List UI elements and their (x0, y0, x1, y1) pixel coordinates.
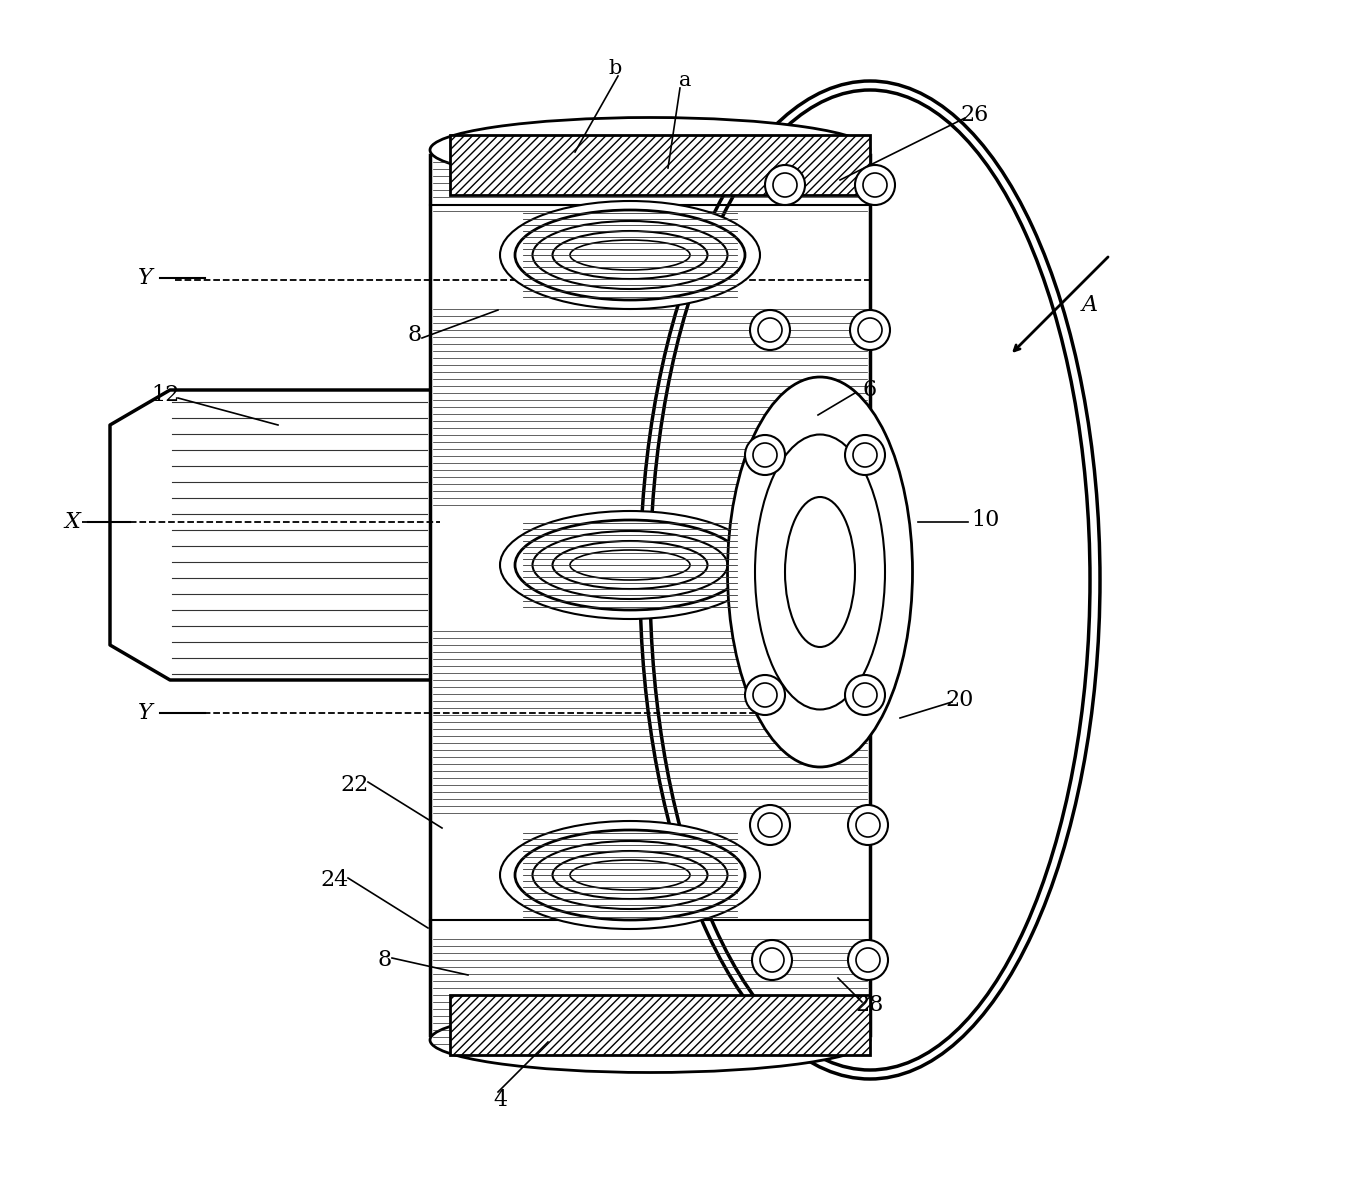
Ellipse shape (848, 940, 888, 980)
Ellipse shape (853, 683, 877, 707)
Ellipse shape (858, 318, 881, 342)
Ellipse shape (744, 675, 785, 715)
Text: 10: 10 (971, 510, 999, 531)
Ellipse shape (500, 511, 759, 619)
Ellipse shape (785, 498, 856, 647)
Ellipse shape (552, 851, 708, 899)
Ellipse shape (430, 118, 871, 182)
Text: Y: Y (137, 267, 152, 289)
Ellipse shape (765, 165, 805, 205)
Ellipse shape (533, 840, 728, 909)
Text: 20: 20 (946, 689, 974, 711)
Ellipse shape (650, 90, 1090, 1070)
Ellipse shape (744, 435, 785, 475)
Text: A: A (1082, 294, 1098, 317)
Ellipse shape (848, 805, 888, 845)
Ellipse shape (758, 318, 782, 342)
Text: 4: 4 (494, 1089, 507, 1111)
Ellipse shape (856, 948, 880, 972)
Ellipse shape (853, 442, 877, 466)
Ellipse shape (552, 231, 708, 279)
Ellipse shape (570, 240, 690, 270)
Ellipse shape (753, 683, 777, 707)
Ellipse shape (856, 813, 880, 837)
Text: a: a (679, 71, 692, 90)
Ellipse shape (570, 860, 690, 890)
Ellipse shape (552, 541, 708, 589)
Ellipse shape (773, 173, 797, 197)
Ellipse shape (862, 173, 887, 197)
Text: 22: 22 (340, 775, 369, 796)
Ellipse shape (856, 165, 895, 205)
Ellipse shape (500, 821, 759, 929)
Text: 24: 24 (321, 869, 348, 891)
Text: Y: Y (137, 701, 152, 724)
Ellipse shape (750, 311, 791, 350)
Ellipse shape (845, 675, 885, 715)
Ellipse shape (753, 940, 792, 980)
Ellipse shape (850, 311, 890, 350)
Ellipse shape (533, 221, 728, 289)
Text: X: X (64, 511, 80, 534)
Text: 26: 26 (961, 104, 989, 126)
Ellipse shape (570, 550, 690, 580)
Bar (450, 995, 871, 1055)
Text: 8: 8 (378, 948, 392, 971)
Text: b: b (609, 59, 621, 78)
Ellipse shape (755, 434, 885, 710)
Text: 8: 8 (408, 324, 422, 347)
Ellipse shape (758, 813, 782, 837)
Text: 6: 6 (862, 379, 877, 400)
Ellipse shape (845, 435, 885, 475)
Ellipse shape (515, 520, 744, 610)
Ellipse shape (750, 805, 791, 845)
Ellipse shape (728, 376, 913, 767)
Text: 12: 12 (151, 384, 179, 406)
Ellipse shape (430, 1007, 871, 1072)
Ellipse shape (515, 830, 744, 920)
Ellipse shape (533, 531, 728, 600)
Ellipse shape (759, 948, 784, 972)
Ellipse shape (515, 210, 744, 300)
Ellipse shape (500, 201, 759, 309)
Bar (450, 135, 871, 195)
Text: 28: 28 (856, 994, 884, 1016)
Ellipse shape (753, 442, 777, 466)
